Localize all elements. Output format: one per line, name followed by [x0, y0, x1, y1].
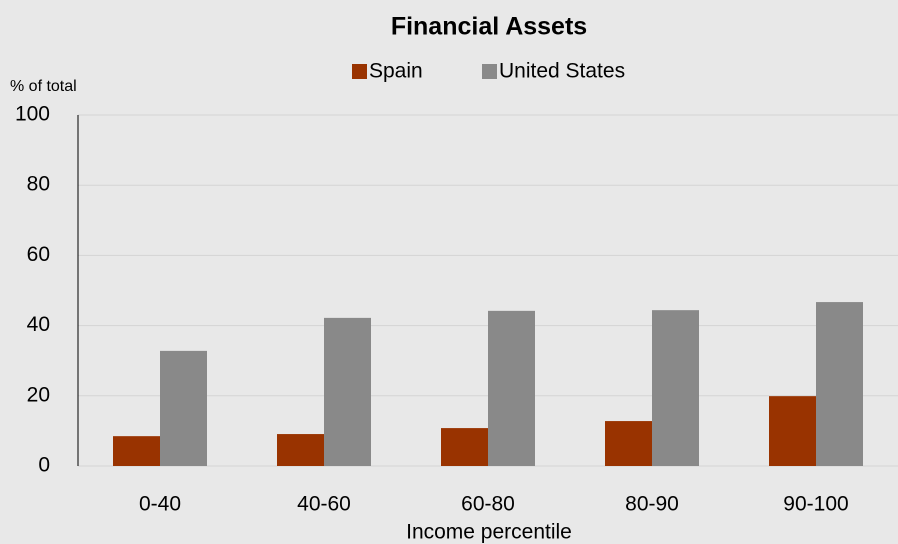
- bar: [324, 317, 371, 466]
- bar: [441, 428, 488, 466]
- bar: [488, 310, 535, 466]
- x-tick-label: 80-90: [625, 493, 679, 516]
- bar: [113, 436, 160, 466]
- y-tick-label: 100: [15, 103, 50, 126]
- y-tick-label: 0: [38, 454, 50, 477]
- legend-label: United States: [499, 60, 625, 83]
- legend-swatch: [352, 64, 367, 79]
- y-tick-label: 80: [27, 173, 50, 196]
- y-tick-label: 20: [27, 383, 50, 406]
- x-tick-label: 90-100: [783, 493, 848, 516]
- bar: [816, 302, 863, 466]
- legend-swatch: [482, 64, 497, 79]
- bar: [605, 421, 652, 466]
- x-tick-label: 0-40: [139, 493, 181, 516]
- y-tick-label: 40: [27, 313, 50, 336]
- chart-title: Financial Assets: [391, 13, 587, 41]
- x-axis-label: Income percentile: [406, 521, 572, 544]
- bar: [160, 350, 207, 466]
- x-tick-label: 60-80: [461, 493, 515, 516]
- legend-label: Spain: [369, 60, 423, 83]
- y-axis-label: % of total: [10, 78, 77, 95]
- bar: [769, 396, 816, 466]
- bar: [277, 434, 324, 466]
- bar: [652, 310, 699, 466]
- x-tick-label: 40-60: [297, 493, 351, 516]
- y-tick-label: 60: [27, 243, 50, 266]
